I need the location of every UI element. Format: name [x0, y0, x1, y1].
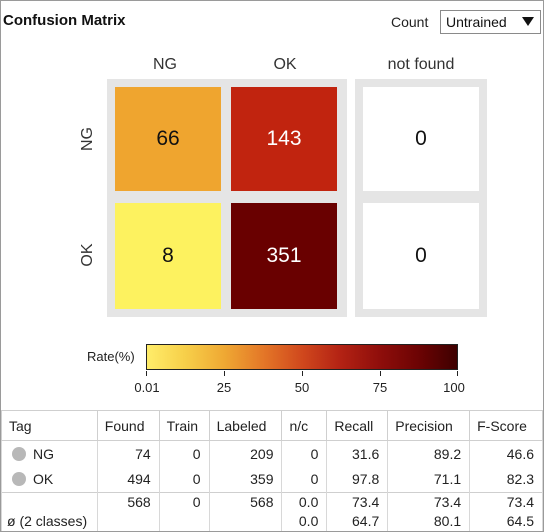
row-header-ok: OK — [79, 243, 96, 267]
panel-title: Confusion Matrix — [3, 12, 126, 29]
header-fscore[interactable]: F-Score — [469, 410, 543, 441]
colorbar-tick-label: 100 — [443, 380, 465, 395]
average-found-cell — [96, 511, 160, 531]
model-dropdown[interactable]: Untrained — [440, 10, 541, 34]
colorbar-tick-label: 25 — [216, 380, 232, 395]
summary-fscore-cell: 73.4 — [469, 492, 543, 512]
tag-label: OK — [33, 471, 54, 488]
colorbar-tick — [457, 371, 458, 376]
fscore-cell: 46.6 — [469, 440, 543, 467]
table-row[interactable]: OK 494 0 359 0 97.8 71.1 82.3 — [1, 466, 543, 493]
colorbar-tick-label: 50 — [294, 380, 310, 395]
row-header-ng: NG — [79, 127, 96, 151]
model-dropdown-value: Untrained — [446, 14, 507, 30]
tag-cell: OK — [1, 466, 98, 493]
recall-cell: 97.8 — [326, 466, 389, 493]
count-label: Count — [391, 14, 429, 30]
labeled-cell: 359 — [208, 466, 283, 493]
header-tag[interactable]: Tag — [1, 410, 98, 441]
cell-ng-ok[interactable]: 143 — [231, 87, 337, 191]
summary-train-cell: 0 — [158, 492, 210, 512]
summary-labeled-cell: 568 — [208, 492, 283, 512]
cell-ok-ng[interactable]: 8 — [115, 203, 221, 309]
summary-found-cell: 568 — [96, 492, 160, 512]
found-cell: 74 — [96, 440, 160, 467]
labeled-cell: 209 — [208, 440, 283, 467]
nc-cell: 0 — [281, 466, 328, 493]
recall-cell: 31.6 — [326, 440, 389, 467]
summary-row-average: ø (2 classes) 0.0 64.7 80.1 64.5 — [1, 511, 543, 531]
header-precision[interactable]: Precision — [387, 410, 471, 441]
cell-ng-not-found[interactable]: 0 — [363, 87, 479, 191]
tag-label: NG — [33, 445, 54, 462]
train-cell: 0 — [158, 466, 210, 493]
column-header-not-found: not found — [387, 56, 455, 73]
column-header-ok: OK — [273, 56, 297, 73]
summary-recall-cell: 73.4 — [326, 492, 389, 512]
colorbar-tick — [302, 371, 303, 376]
table-header-row: Tag Found Train Labeled n/c Recall Preci… — [1, 410, 543, 441]
colorbar-tick — [380, 371, 381, 376]
class-color-icon — [12, 446, 26, 461]
cell-ok-not-found[interactable]: 0 — [363, 203, 479, 309]
colorbar-tick-label: 0.01 — [134, 380, 160, 395]
header-found[interactable]: Found — [96, 410, 160, 441]
average-fscore-cell: 64.5 — [469, 511, 543, 531]
summary-tag-cell — [1, 492, 98, 512]
average-train-cell — [158, 511, 210, 531]
train-cell: 0 — [158, 440, 210, 467]
chevron-down-icon[interactable] — [522, 17, 534, 26]
colorbar-label: Rate(%) — [87, 349, 135, 364]
header-nc[interactable]: n/c — [281, 410, 328, 441]
tag-cell: NG — [1, 440, 98, 467]
colorbar-tick — [224, 371, 225, 376]
summary-precision-cell: 73.4 — [387, 492, 471, 512]
summary-row-totals: 568 0 568 0.0 73.4 73.4 73.4 — [1, 492, 543, 512]
average-labeled-cell — [208, 511, 283, 531]
header-recall[interactable]: Recall — [326, 410, 389, 441]
summary-nc-cell: 0.0 — [281, 492, 328, 512]
class-color-icon — [12, 472, 26, 487]
class-statistics-table: Tag Found Train Labeled n/c Recall Preci… — [1, 410, 543, 531]
precision-cell: 71.1 — [387, 466, 471, 493]
found-cell: 494 — [96, 466, 160, 493]
average-precision-cell: 80.1 — [387, 511, 471, 531]
nc-cell: 0 — [281, 440, 328, 467]
colorbar-tick — [146, 371, 147, 376]
header-labeled[interactable]: Labeled — [208, 410, 283, 441]
colorbar-tick-label: 75 — [372, 380, 388, 395]
header-train[interactable]: Train — [158, 410, 210, 441]
average-label: ø (2 classes) — [1, 511, 98, 531]
average-nc-cell: 0.0 — [281, 511, 328, 531]
average-recall-cell: 64.7 — [326, 511, 389, 531]
column-header-ng: NG — [153, 56, 177, 73]
table-row[interactable]: NG 74 0 209 0 31.6 89.2 46.6 — [1, 440, 543, 467]
colorbar — [146, 344, 458, 370]
cell-ok-ok[interactable]: 351 — [231, 203, 337, 309]
precision-cell: 89.2 — [387, 440, 471, 467]
fscore-cell: 82.3 — [469, 466, 543, 493]
cell-ng-ng[interactable]: 66 — [115, 87, 221, 191]
